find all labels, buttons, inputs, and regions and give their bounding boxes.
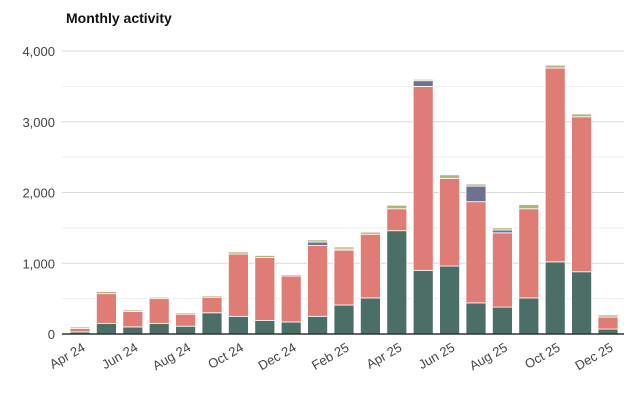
x-tick-label: Aug 24 xyxy=(150,340,193,374)
bar-segment xyxy=(597,314,619,318)
bar-segment xyxy=(412,85,434,271)
x-tick-label: Oct 25 xyxy=(522,340,563,372)
bar-segment xyxy=(307,241,329,246)
bar-segment xyxy=(465,201,487,304)
bar-segment xyxy=(148,296,170,300)
bar-segment xyxy=(571,113,592,118)
bar-segment xyxy=(465,183,487,187)
y-tick-label: 3,000 xyxy=(22,115,55,130)
bar-segment xyxy=(201,295,223,298)
bar-segment xyxy=(439,174,461,179)
bar-segment xyxy=(307,239,329,243)
bar-segment xyxy=(544,67,566,263)
bar-segment xyxy=(518,204,540,210)
x-tick-label: Oct 24 xyxy=(205,340,246,372)
bar-segment xyxy=(69,326,91,329)
bar-segment xyxy=(597,316,619,330)
bar-segment xyxy=(544,261,566,335)
y-tick-label: 1,000 xyxy=(22,256,55,271)
bar-segment xyxy=(148,322,170,335)
bar-segment xyxy=(359,231,381,235)
x-tick-label: Dec 25 xyxy=(572,340,615,374)
bar-segment xyxy=(69,327,91,333)
bar-segment xyxy=(333,246,355,250)
bar-segment xyxy=(386,208,408,232)
bar-segment xyxy=(307,245,329,317)
bar-segment xyxy=(96,322,117,335)
bar-segment xyxy=(254,320,276,335)
x-tick-label: Apr 25 xyxy=(364,340,405,372)
bar-segment xyxy=(307,315,329,335)
bar-segment xyxy=(280,275,302,323)
bar-segment xyxy=(491,227,513,231)
x-tick-label: Apr 24 xyxy=(47,340,88,372)
x-tick-label: Aug 25 xyxy=(467,340,510,374)
chart-title: Monthly activity xyxy=(66,10,172,26)
bar-segment xyxy=(96,293,117,324)
bar-segment xyxy=(280,321,302,335)
bar-segment xyxy=(122,326,144,335)
bar-segment xyxy=(148,298,170,324)
bar-segment xyxy=(227,315,249,335)
bar-segment xyxy=(544,64,566,69)
bar-segment xyxy=(465,185,487,203)
bar-segment xyxy=(175,312,197,315)
y-tick-label: 0 xyxy=(48,327,55,342)
bar-segment xyxy=(333,249,355,306)
bar-segment xyxy=(491,232,513,308)
x-tick-label: Jun 24 xyxy=(99,340,140,373)
bar-segment xyxy=(122,310,144,328)
bar-segment xyxy=(571,116,592,273)
bar-segment xyxy=(280,274,302,277)
bar-segment xyxy=(386,204,408,210)
bar-segment xyxy=(359,233,381,299)
bar-segment xyxy=(175,313,197,327)
bar-segment xyxy=(254,257,276,321)
y-tick-label: 2,000 xyxy=(22,186,55,201)
bar-segment xyxy=(439,265,461,335)
bar-segment xyxy=(227,253,249,317)
bar-segment xyxy=(201,296,223,314)
bar-segment xyxy=(465,302,487,335)
bar-segment xyxy=(412,80,434,87)
x-tick-label: Feb 25 xyxy=(309,340,352,373)
bar-segment xyxy=(412,78,434,82)
bar-segment xyxy=(227,251,249,255)
bar-segment xyxy=(122,309,144,312)
bar-segment xyxy=(518,208,540,299)
bar-segment xyxy=(412,269,434,335)
bar-segment xyxy=(96,291,117,295)
bar-segment xyxy=(359,297,381,335)
bar-segment xyxy=(491,306,513,335)
bar-segment xyxy=(439,177,461,267)
bar-segment xyxy=(571,271,592,335)
bar-segment xyxy=(254,255,276,258)
bar-segment xyxy=(491,229,513,234)
bar-segment xyxy=(175,325,197,335)
bar-segment xyxy=(333,304,355,335)
bar-segment xyxy=(386,230,408,335)
bar-segment xyxy=(201,312,223,335)
x-tick-label: Jun 25 xyxy=(416,340,457,373)
y-tick-label: 4,000 xyxy=(22,44,55,59)
x-tick-label: Dec 24 xyxy=(256,340,299,374)
bar-segment xyxy=(518,297,540,335)
